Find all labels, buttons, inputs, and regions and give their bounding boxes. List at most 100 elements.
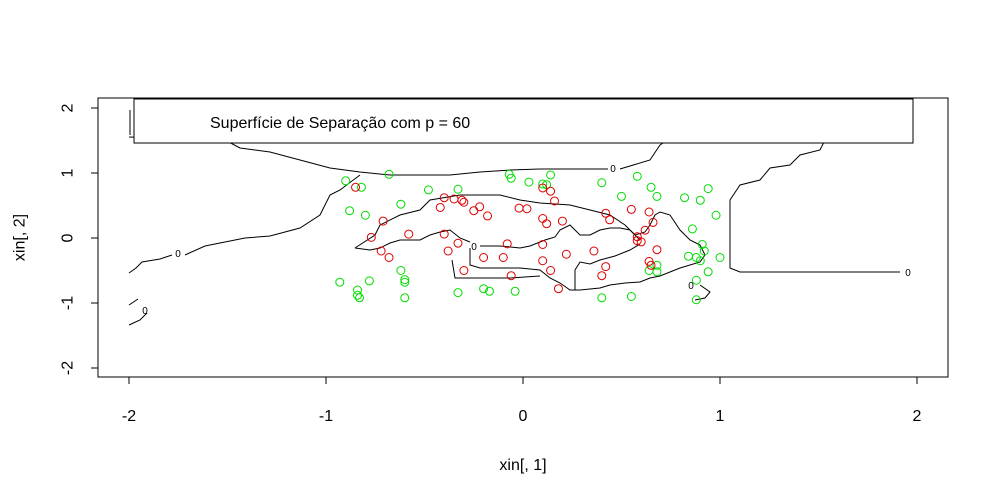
contour-segment: [574, 243, 641, 290]
point-red: [443, 246, 453, 256]
point-green: [524, 177, 534, 187]
contour-level-label: 0: [905, 268, 911, 279]
point-green: [597, 293, 607, 303]
x-tick-label: 0: [519, 408, 528, 425]
point-red: [475, 202, 485, 212]
point-red: [636, 237, 646, 247]
point-red: [601, 262, 611, 272]
point-green: [356, 182, 366, 192]
point-red: [376, 246, 386, 256]
point-red: [378, 216, 388, 226]
point-green: [617, 191, 626, 201]
point-red: [384, 253, 394, 262]
point-green: [353, 290, 363, 300]
point-green: [652, 260, 662, 270]
point-red: [546, 186, 556, 196]
y-tick-label: 2: [60, 103, 77, 112]
point-green: [396, 199, 406, 209]
y-tick-label: 1: [60, 168, 77, 177]
contour-segment: [128, 298, 139, 306]
point-green: [396, 266, 406, 275]
point-green: [632, 171, 642, 181]
point-red: [652, 245, 662, 255]
point-green: [506, 173, 516, 183]
point-green: [687, 224, 697, 234]
point-red: [459, 197, 469, 207]
point-red: [366, 232, 376, 242]
point-green: [703, 267, 713, 277]
contour-segment: [451, 259, 541, 279]
point-red: [597, 271, 607, 281]
point-red: [632, 236, 642, 246]
contour-level-label: 0: [471, 242, 477, 253]
point-red: [457, 195, 467, 205]
point-green: [341, 176, 351, 186]
point-red: [589, 246, 599, 256]
point-red: [479, 253, 489, 262]
x-tick-label: 2: [913, 408, 922, 425]
x-tick-label: 1: [716, 408, 725, 425]
point-green: [546, 170, 556, 180]
contour-level-label: 0: [175, 249, 181, 260]
point-green: [400, 275, 410, 285]
point-green: [335, 277, 345, 287]
y-tick-label: 0: [60, 233, 77, 242]
point-red: [538, 214, 548, 223]
x-tick-label: -1: [319, 408, 333, 425]
point-green: [646, 182, 656, 192]
point-red: [404, 229, 414, 239]
point-red: [506, 271, 516, 281]
point-green: [703, 184, 713, 194]
x-axis-label: xin[, 1]: [499, 457, 546, 474]
point-green: [680, 193, 690, 203]
contour-level-label: 0: [688, 281, 694, 292]
point-green: [652, 191, 662, 201]
point-green: [479, 284, 489, 294]
point-red: [538, 240, 548, 249]
point-red: [605, 215, 615, 225]
contour-segment: [128, 254, 173, 274]
point-red: [553, 284, 563, 294]
point-red: [640, 225, 650, 235]
contour-segment: [128, 136, 608, 176]
point-red: [469, 206, 479, 216]
point-red: [453, 238, 463, 248]
point-red: [542, 219, 552, 229]
point-green: [715, 253, 725, 262]
point-green: [711, 210, 721, 220]
point-red: [483, 211, 493, 221]
legend-box: [133, 98, 914, 144]
point-green: [400, 293, 410, 303]
y-tick-label: -2: [60, 361, 77, 375]
point-green: [453, 288, 463, 298]
point-green: [360, 210, 370, 220]
point-green: [644, 266, 654, 275]
y-tick-label: -1: [60, 296, 77, 310]
point-red: [626, 204, 636, 214]
point-red: [439, 193, 449, 203]
point-green: [683, 251, 693, 261]
point-red: [561, 249, 571, 259]
point-red: [459, 266, 469, 275]
legend-text: Superfície de Separação com p = 60: [210, 115, 470, 132]
y-axis-label: xin[, 2]: [12, 214, 29, 261]
separation-surface: 0 0 0 0 0 0: [128, 107, 911, 326]
point-red: [546, 266, 556, 275]
contour-segment: [354, 194, 706, 291]
contour-segment: [184, 174, 361, 256]
point-red: [351, 182, 361, 192]
point-green: [626, 292, 636, 301]
contour-level-label: 0: [610, 164, 616, 175]
point-red: [538, 183, 548, 193]
point-green: [691, 295, 701, 305]
legend: Superfície de Separação com p = 60: [133, 98, 914, 144]
point-green: [384, 169, 394, 179]
point-red: [498, 253, 508, 262]
point-green: [695, 195, 705, 205]
point-green: [423, 185, 433, 195]
point-green: [345, 206, 355, 216]
contour-segment: [480, 224, 641, 249]
point-green: [400, 277, 410, 287]
point-green: [510, 286, 520, 296]
